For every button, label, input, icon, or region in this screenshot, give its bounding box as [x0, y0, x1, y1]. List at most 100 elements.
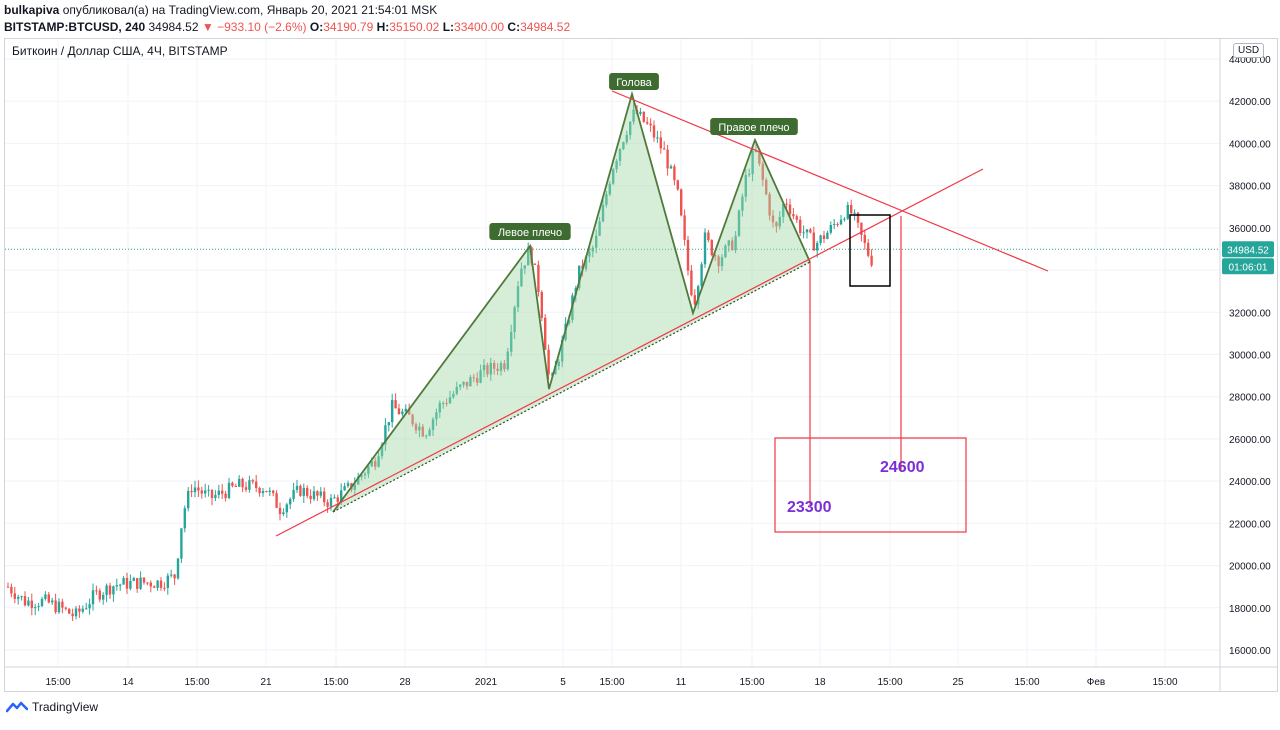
- header-change: −933.10 (−2.6%): [217, 20, 307, 34]
- candle-body: [98, 590, 101, 600]
- candle-body: [686, 239, 690, 271]
- candle-body: [479, 370, 482, 383]
- currency-button[interactable]: USD: [1233, 43, 1265, 58]
- close-label: C:: [507, 20, 521, 34]
- candle-body: [802, 232, 805, 234]
- candle-body: [241, 478, 244, 488]
- x-tick-label: 28: [399, 677, 411, 688]
- candle-body: [47, 594, 50, 603]
- candle-body: [629, 121, 632, 136]
- candle-body: [224, 493, 227, 499]
- candle-body: [646, 121, 649, 124]
- candle-body: [550, 374, 554, 376]
- pattern-fill: [333, 94, 810, 512]
- candle-body: [435, 412, 438, 420]
- candle-body: [445, 402, 448, 404]
- candle-body: [870, 255, 873, 266]
- published-info: опубликовал(а) на TradingView.com, Январ…: [62, 3, 438, 17]
- candle-body: [867, 242, 870, 256]
- candle-body: [792, 214, 795, 217]
- candle-body: [112, 586, 115, 595]
- candle-body: [353, 484, 356, 490]
- footer-brand[interactable]: TradingView: [32, 700, 99, 714]
- candle-body: [751, 151, 754, 175]
- candle-body: [384, 425, 387, 445]
- candle-body: [516, 286, 520, 308]
- pattern-label-bg: [609, 73, 659, 90]
- candle-body: [795, 216, 798, 220]
- candle-body: [380, 444, 384, 457]
- author-name[interactable]: bulkapiva: [4, 3, 60, 17]
- candle-body: [615, 160, 618, 170]
- y-tick-label: 18000.00: [1229, 604, 1271, 615]
- candle-body: [176, 558, 180, 579]
- candle-body: [71, 613, 74, 617]
- candle-body: [547, 349, 550, 375]
- candle-body: [734, 235, 737, 251]
- candle-body: [469, 377, 472, 387]
- candle-body: [316, 491, 319, 496]
- y-tick-label: 28000.00: [1229, 393, 1271, 404]
- candle-body: [326, 502, 329, 507]
- candle-body: [472, 377, 475, 379]
- candle-body: [557, 361, 560, 367]
- candle-body: [153, 586, 156, 588]
- candle-body: [221, 490, 224, 494]
- candle-body: [68, 608, 71, 614]
- candle-body: [785, 203, 788, 205]
- candle-body: [850, 205, 853, 214]
- candle-body: [506, 351, 509, 370]
- candle-body: [489, 362, 492, 375]
- candle-body: [625, 135, 628, 143]
- candle-body: [486, 364, 489, 375]
- candle-body: [856, 212, 860, 223]
- candle-body: [744, 174, 747, 197]
- candle-body: [44, 594, 47, 599]
- candle-body: [255, 481, 258, 488]
- candle-body: [442, 402, 445, 404]
- candle-body: [312, 491, 316, 500]
- candle-body: [81, 608, 84, 612]
- candle-body: [411, 414, 414, 425]
- candle-body: [197, 487, 200, 491]
- x-tick-label: 15:00: [739, 677, 764, 688]
- candle-body: [210, 489, 214, 499]
- candle-body: [459, 384, 462, 387]
- neckline-dotted: [332, 261, 811, 513]
- candle-body: [805, 229, 809, 233]
- candle-body: [669, 166, 673, 169]
- candle-body: [214, 494, 217, 499]
- pattern-label-bg: [489, 223, 571, 240]
- candle-body: [340, 490, 343, 502]
- candle-body: [387, 422, 390, 426]
- x-tick-label: 14: [122, 677, 134, 688]
- candle-body: [333, 497, 336, 499]
- x-tick-label: 11: [676, 677, 687, 688]
- candle-body: [23, 596, 27, 606]
- candle-body: [360, 475, 363, 477]
- candle-body: [465, 381, 469, 387]
- symbol-info: BITSTAMP:BTCUSD, 240: [4, 20, 146, 34]
- candle-body: [183, 508, 186, 529]
- candle-body: [826, 232, 829, 239]
- candle-body: [452, 393, 455, 398]
- candle-body: [727, 240, 730, 246]
- candle-body: [455, 386, 458, 394]
- candle-body: [584, 256, 588, 270]
- candle-body: [652, 125, 656, 138]
- candle-body: [754, 151, 758, 153]
- pattern-label-bg: [710, 118, 798, 135]
- candle-body: [676, 180, 679, 190]
- candle-body: [761, 163, 764, 180]
- candle-body: [513, 307, 516, 332]
- candle-body: [37, 606, 40, 608]
- candle-body: [819, 235, 822, 244]
- candle-body: [622, 142, 625, 150]
- x-tick-label: 5: [560, 677, 566, 688]
- candle-body: [639, 111, 642, 115]
- candle-body: [391, 400, 394, 423]
- candle-body: [61, 601, 64, 608]
- y-tick-label: 26000.00: [1229, 435, 1271, 446]
- support-trendline: [275, 168, 984, 537]
